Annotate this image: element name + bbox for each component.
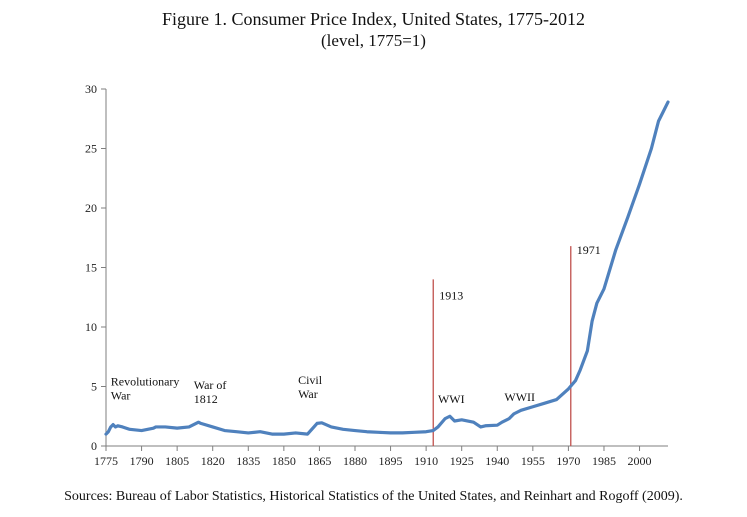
chart-axes: 0 5 10 15 20 25 30 1775 1790 1805 1820 1835 1850 1865… (85, 82, 668, 468)
chart-title-block: Figure 1. Consumer Price Index, United S… (0, 8, 747, 51)
x-tick-label: 1790 (130, 454, 154, 468)
y-tick-label: 15 (85, 261, 97, 275)
y-tick-label: 30 (85, 82, 97, 96)
annotation-revolutionary-war: Revolutionary War (111, 374, 180, 402)
annotation-line: War (298, 387, 318, 401)
x-tick-label: 1850 (272, 454, 296, 468)
y-tick-label: 5 (91, 380, 97, 394)
annotation-line: WWI (438, 392, 465, 406)
x-tick-label: 1895 (379, 454, 403, 468)
y-tick-label: 0 (91, 439, 97, 453)
source-note: Sources: Bureau of Labor Statistics, His… (64, 489, 683, 504)
annotation-line: Civil (298, 373, 323, 387)
x-tick-label: 1775 (94, 454, 118, 468)
annotation-line: War (111, 388, 131, 402)
annotation-war-of-1812: War of 1812 (194, 378, 227, 406)
chart-markers: 1913 1971 (432, 243, 601, 446)
x-tick-label: 1970 (556, 454, 580, 468)
chart-title: Figure 1. Consumer Price Index, United S… (162, 9, 585, 29)
x-tick-label: 1925 (450, 454, 474, 468)
y-tick-label: 25 (85, 142, 97, 156)
x-tick-label: 1955 (521, 454, 545, 468)
x-tick-label: 1880 (343, 454, 367, 468)
y-tick-label: 20 (85, 201, 97, 215)
annotation-wwi: WWI (438, 392, 465, 406)
annotation-line: WWII (504, 390, 535, 404)
x-tick-label: 1805 (165, 454, 189, 468)
marker-label-1971: 1971 (577, 243, 601, 257)
chart-series (104, 100, 670, 436)
annotation-line: 1812 (194, 392, 218, 406)
x-tick-label: 1835 (236, 454, 260, 468)
annotation-line: War of (194, 378, 227, 392)
chart-subtitle: (level, 1775=1) (321, 31, 426, 50)
cpi-series-line (104, 100, 670, 436)
x-tick-label: 1985 (592, 454, 616, 468)
y-tick-label: 10 (85, 320, 97, 334)
annotation-wwii: WWII (504, 390, 535, 404)
annotation-line: Revolutionary (111, 374, 180, 388)
x-tick-label: 1910 (414, 454, 438, 468)
annotation-civil-war: Civil War (298, 373, 323, 401)
x-tick-label: 1940 (485, 454, 509, 468)
x-tick-label: 1865 (307, 454, 331, 468)
marker-label-1913: 1913 (439, 288, 463, 302)
x-tick-label: 2000 (628, 454, 652, 468)
x-tick-label: 1820 (201, 454, 225, 468)
